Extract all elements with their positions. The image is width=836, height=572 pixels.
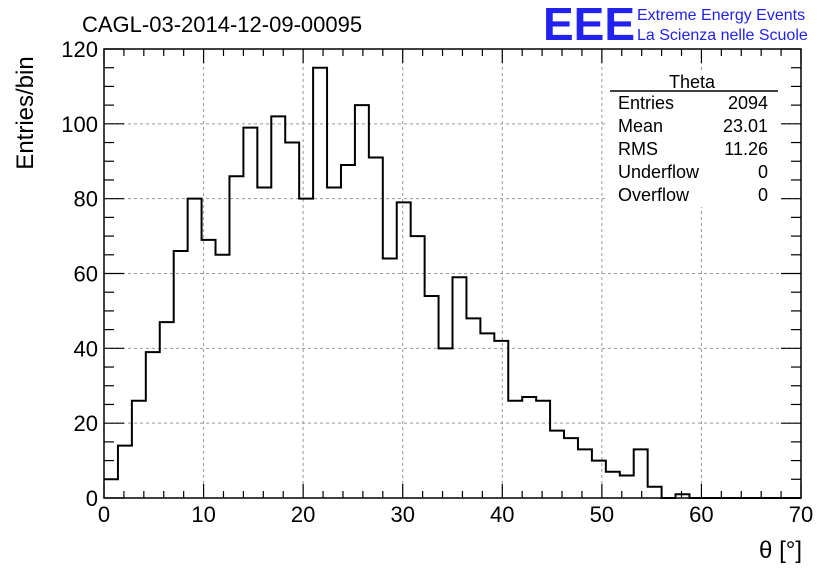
eee-logo: EEE Extreme Energy Events La Scienza nel… bbox=[543, 0, 808, 50]
x-axis-title: θ [°] bbox=[759, 537, 802, 564]
stats-value-mean: 23.01 bbox=[723, 116, 768, 136]
chart-title: CAGL-03-2014-12-09-00095 bbox=[82, 12, 362, 37]
y-tick-label: 20 bbox=[74, 411, 98, 436]
histogram-outline bbox=[104, 66, 801, 499]
plot-frame bbox=[103, 48, 802, 499]
stats-label-underflow: Underflow bbox=[618, 162, 700, 182]
x-tick-label: 50 bbox=[590, 502, 614, 527]
x-tick-label: 10 bbox=[191, 502, 215, 527]
stats-value-entries: 2094 bbox=[728, 93, 768, 113]
y-tick-label: 60 bbox=[74, 262, 98, 287]
x-tick-label: 0 bbox=[98, 502, 110, 527]
y-tick-label: 100 bbox=[61, 112, 98, 137]
stats-label-rms: RMS bbox=[618, 139, 658, 159]
tick-labels: 0 10 20 30 40 50 60 70 0 20 40 60 80 100 120 bbox=[61, 37, 813, 527]
stats-box-background bbox=[608, 73, 780, 207]
stats-value-overflow: 0 bbox=[758, 185, 768, 205]
stats-value-underflow: 0 bbox=[758, 162, 768, 182]
x-tick-label: 70 bbox=[789, 502, 813, 527]
stats-value-rms: 11.26 bbox=[724, 139, 768, 159]
y-tick-label: 80 bbox=[74, 187, 98, 212]
stats-label-overflow: Overflow bbox=[618, 185, 690, 205]
y-tick-label: 40 bbox=[74, 336, 98, 361]
stats-box: Theta Entries 2094 Mean 23.01 RMS 11.26 … bbox=[608, 72, 780, 207]
stats-rows: Entries 2094 Mean 23.01 RMS 11.26 Underf… bbox=[618, 93, 768, 205]
x-tick-label: 60 bbox=[689, 502, 713, 527]
stats-label-entries: Entries bbox=[618, 93, 674, 113]
eee-logo-line1: Extreme Energy Events bbox=[637, 7, 805, 24]
x-tick-label: 20 bbox=[291, 502, 315, 527]
stats-title: Theta bbox=[669, 72, 716, 92]
eee-logo-line2: La Scienza nelle Scuole bbox=[637, 27, 808, 44]
y-axis-title: Entries/bin bbox=[12, 56, 39, 169]
eee-logo-mark: EEE bbox=[543, 0, 635, 50]
x-tick-label: 40 bbox=[490, 502, 514, 527]
y-tick-label: 0 bbox=[86, 486, 98, 511]
x-tick-label: 30 bbox=[390, 502, 414, 527]
y-tick-label: 120 bbox=[61, 37, 98, 62]
stats-label-mean: Mean bbox=[618, 116, 663, 136]
